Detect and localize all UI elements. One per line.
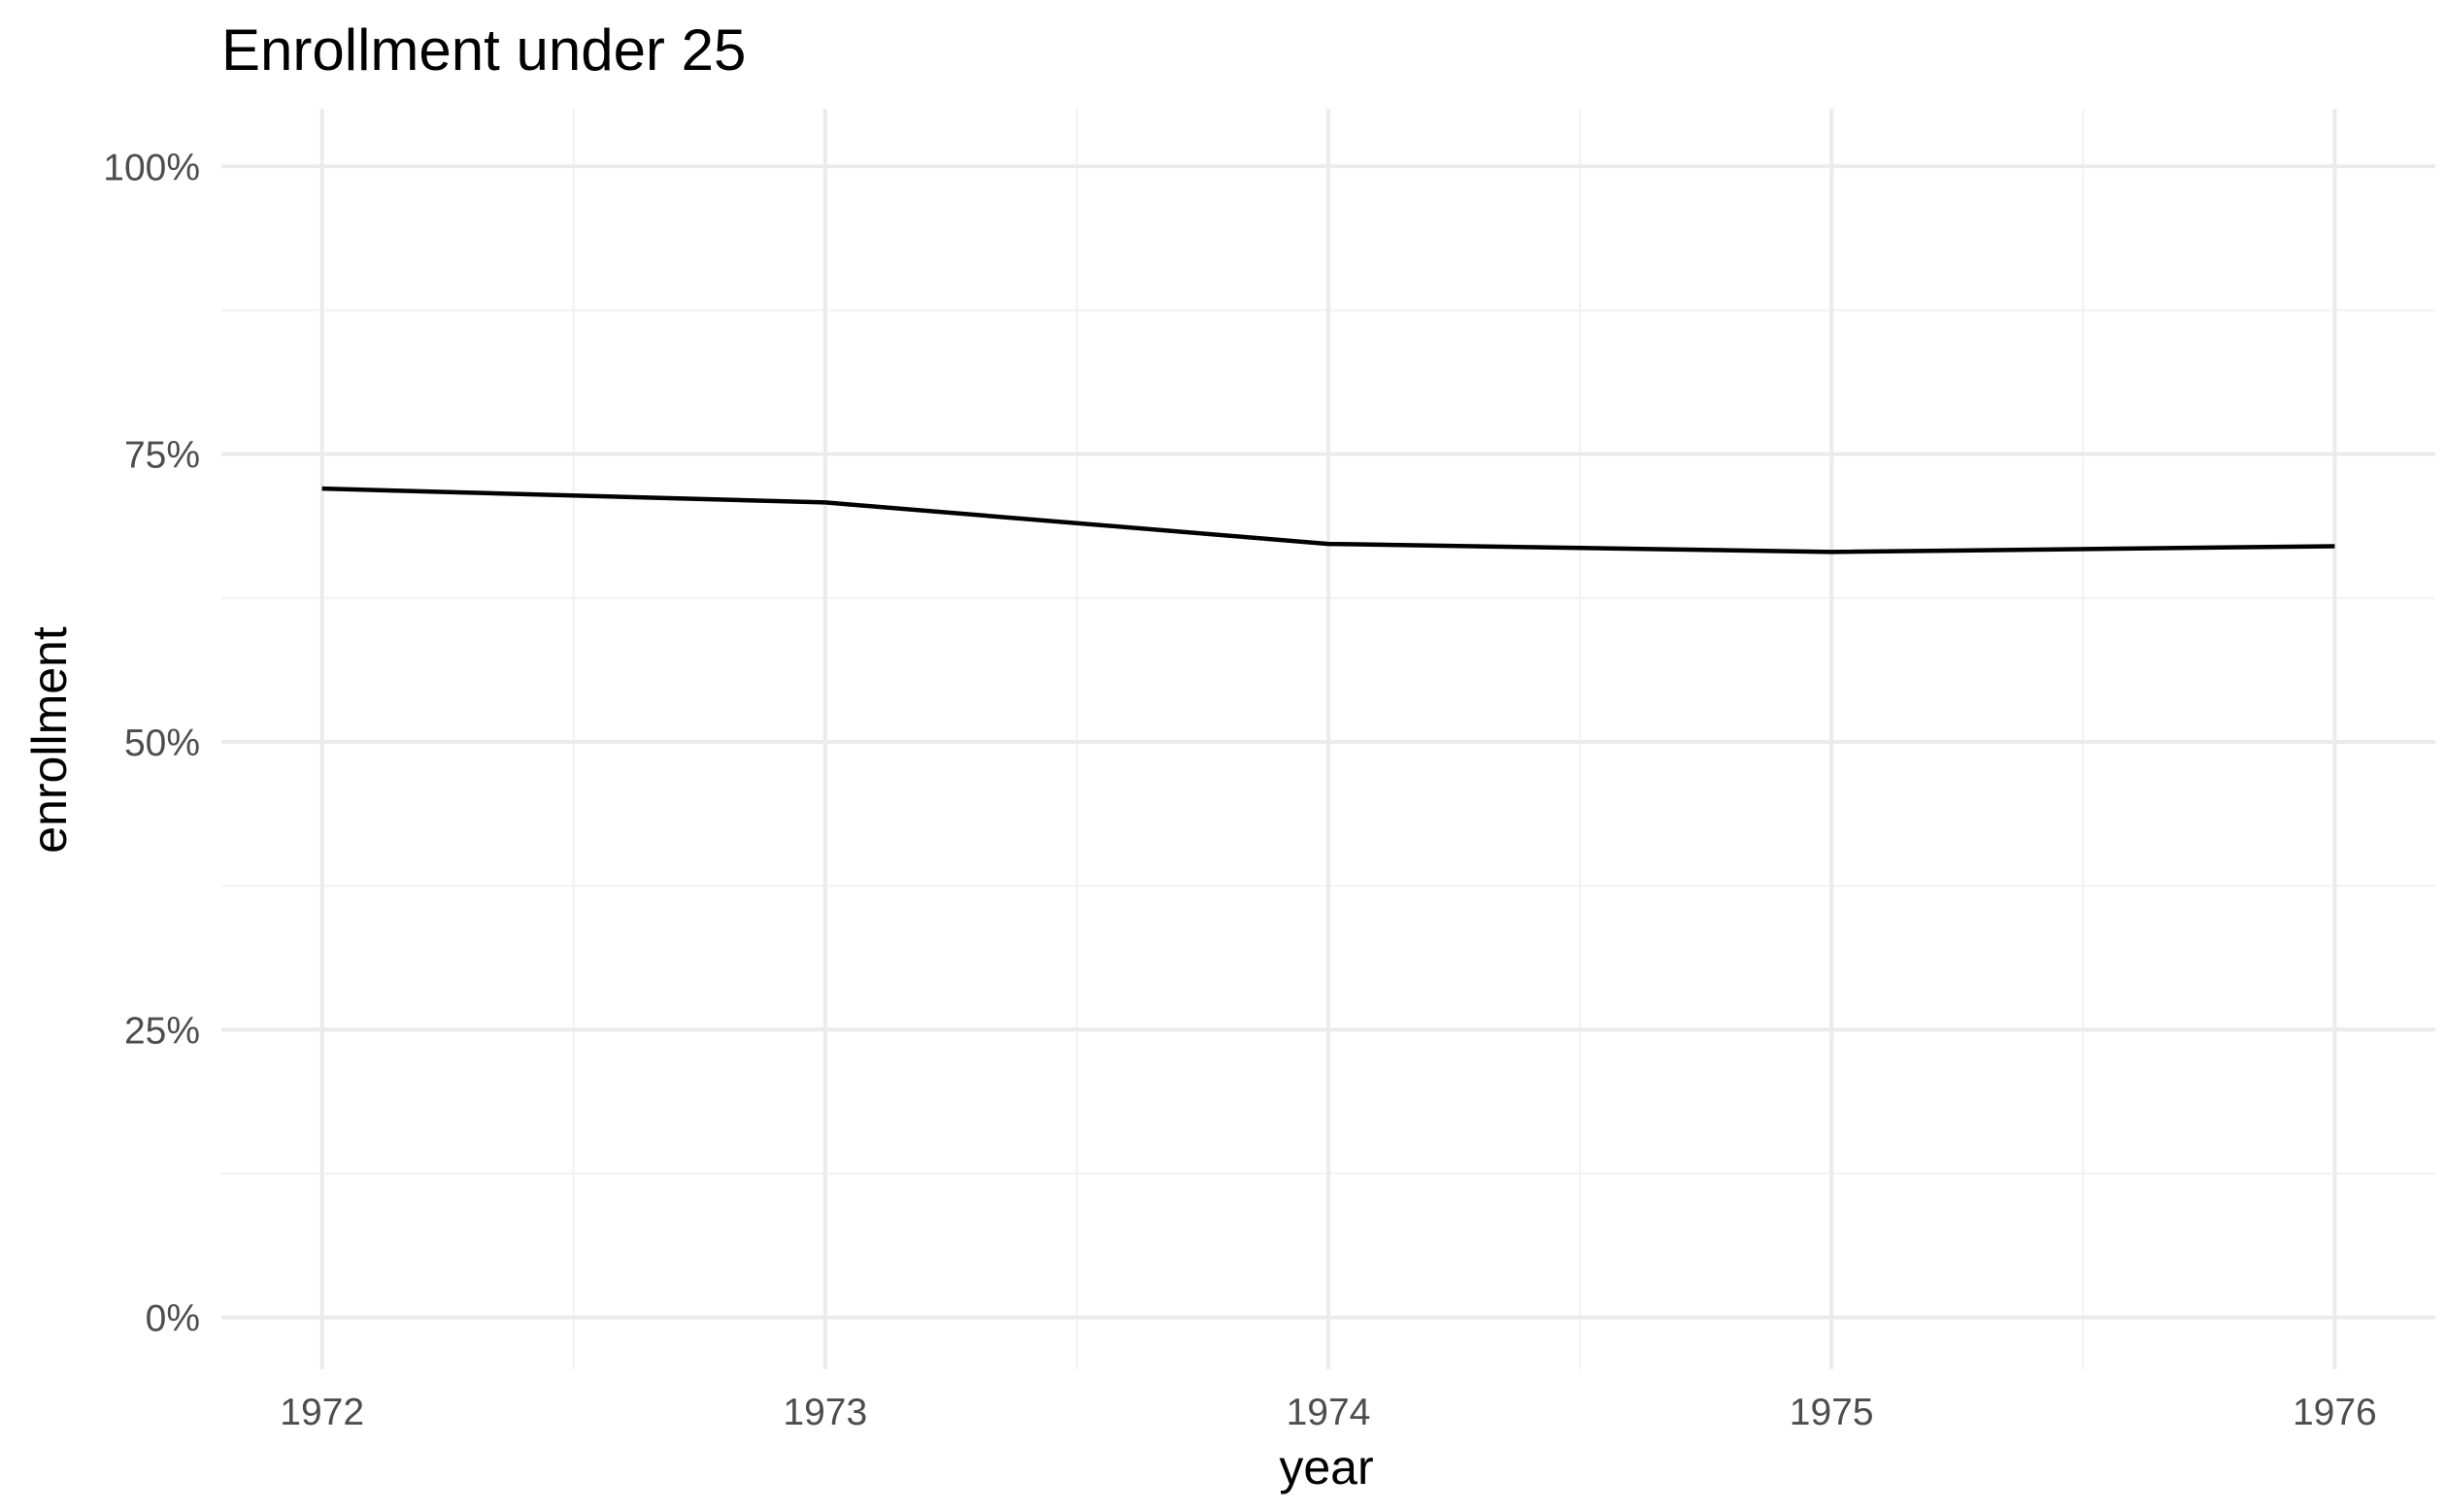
y-tick-label: 25% bbox=[124, 1010, 200, 1052]
x-tick-label: 1975 bbox=[1790, 1392, 1874, 1433]
x-axis-title: year bbox=[1279, 1440, 1373, 1495]
y-tick-labels: 0% 25% 50% 75% 100% bbox=[103, 147, 200, 1339]
series-layer bbox=[321, 486, 2335, 554]
x-tick-labels: 1972 1973 1974 1975 1976 bbox=[280, 1392, 2376, 1433]
x-tick-label: 1973 bbox=[783, 1392, 867, 1433]
y-axis-title: enrollment bbox=[22, 626, 77, 854]
series-line bbox=[321, 486, 2335, 554]
y-tick-label: 0% bbox=[146, 1298, 200, 1340]
y-tick-label: 100% bbox=[103, 147, 200, 188]
x-tick-label: 1976 bbox=[2293, 1392, 2377, 1433]
y-tick-label: 75% bbox=[124, 435, 200, 477]
chart-title: Enrollment under 25 bbox=[221, 17, 747, 83]
x-tick-label: 1974 bbox=[1287, 1392, 1371, 1433]
x-tick-label: 1972 bbox=[280, 1392, 364, 1433]
y-tick-label: 50% bbox=[124, 722, 200, 764]
major-gridlines bbox=[221, 109, 2435, 1369]
